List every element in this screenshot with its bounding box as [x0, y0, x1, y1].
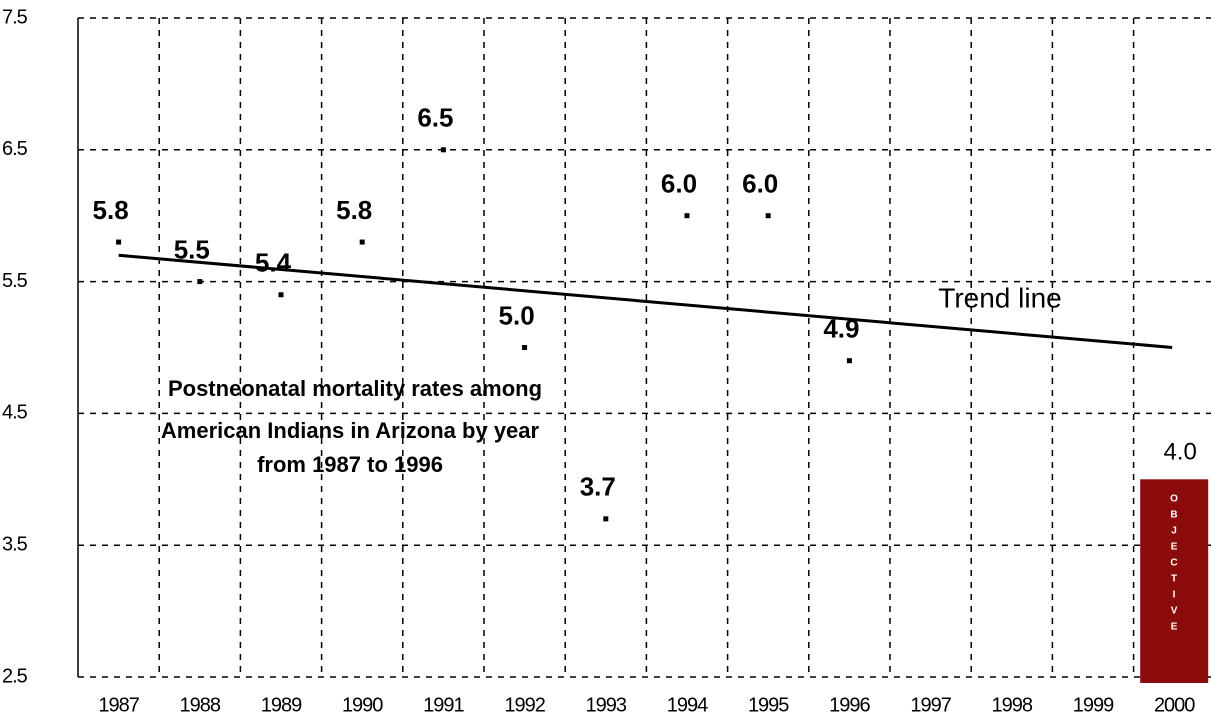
value-label: 4.9 [823, 314, 859, 344]
value-label: 5.0 [499, 300, 535, 330]
point [197, 279, 203, 285]
point [359, 239, 365, 245]
trend-label: Trend line [938, 282, 1061, 313]
value-label: 6.5 [417, 103, 453, 133]
point [684, 213, 690, 219]
x-tick-label: 1993 [586, 694, 627, 716]
y-tick-label: 5.5 [2, 270, 28, 292]
x-tick-label: 1995 [748, 694, 789, 716]
x-tick-label: 1988 [180, 694, 221, 716]
y-tick-label: 3.5 [2, 533, 28, 555]
x-tick-label: 1991 [423, 694, 464, 716]
value-label: 5.5 [174, 234, 210, 264]
point [116, 239, 122, 245]
point [522, 345, 528, 350]
x-tick-label: 1989 [261, 694, 302, 716]
x-tick-label: 1996 [829, 694, 870, 716]
x-tick-label: 1998 [992, 694, 1033, 716]
objective-label: OBJECTIVE [1169, 493, 1180, 637]
point [765, 213, 771, 219]
point [440, 147, 446, 153]
x-tick-label: 1992 [504, 694, 545, 716]
value-label: 3.7 [580, 472, 616, 502]
y-tick-label: 4.5 [2, 402, 28, 424]
value-label: 6.0 [661, 169, 697, 199]
objective-value-label: 4.0 [1164, 439, 1197, 466]
x-tick-label: 1990 [342, 694, 383, 716]
y-tick-label: 6.5 [2, 138, 28, 160]
x-tick-label: 2000 [1154, 694, 1195, 716]
value-label: 6.0 [742, 169, 778, 199]
annotation-line: from 1987 to 1996 [257, 452, 443, 477]
value-label: 5.8 [336, 195, 372, 225]
objective-bar [1140, 479, 1209, 683]
y-tick-label: 7.5 [2, 6, 28, 28]
value-label: 5.4 [255, 248, 292, 278]
point [603, 516, 609, 522]
annotation-line: Postneonatal mortality rates among [168, 376, 542, 401]
x-tick-label: 1997 [910, 694, 951, 716]
value-label: 5.8 [93, 195, 129, 225]
x-tick-label: 1999 [1073, 694, 1114, 716]
point [278, 292, 284, 298]
trend-line [118, 253, 1173, 349]
x-tick-label: 1987 [98, 694, 139, 716]
point [846, 358, 852, 364]
y-tick-label: 2.5 [2, 665, 28, 687]
annotation-line: American Indians in Arizona by year [161, 418, 540, 443]
x-tick-label: 1994 [667, 694, 708, 716]
